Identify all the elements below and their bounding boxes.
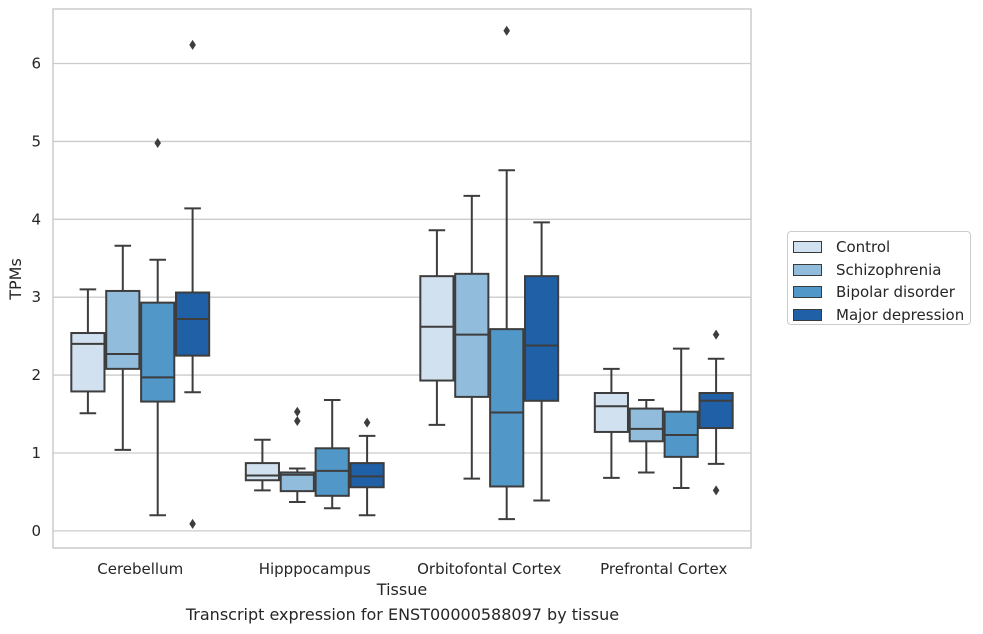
series-major-depression xyxy=(175,39,734,529)
outlier-point xyxy=(363,417,371,428)
legend-item: Control xyxy=(793,236,970,259)
series-control xyxy=(70,229,629,492)
box xyxy=(419,275,455,382)
outlier-point xyxy=(503,25,510,36)
legend-label: Major depression xyxy=(836,305,965,324)
y-tick-label: 5 xyxy=(31,132,41,150)
y-tick-label: 0 xyxy=(31,522,41,540)
box xyxy=(105,289,141,370)
legend-swatch xyxy=(793,286,822,299)
legend-swatch xyxy=(793,241,822,254)
box xyxy=(244,462,280,482)
outlier-point xyxy=(294,416,301,427)
series-bipolar-disorder xyxy=(140,25,699,521)
figure-caption: Transcript expression for ENST0000058809… xyxy=(185,605,620,624)
box xyxy=(70,332,106,393)
box xyxy=(524,275,560,402)
outlier-point xyxy=(712,485,720,496)
y-tick-label: 2 xyxy=(31,366,41,384)
box xyxy=(314,447,350,497)
box xyxy=(279,471,315,493)
y-gridlines xyxy=(53,62,751,532)
y-tick-label: 3 xyxy=(31,288,41,306)
x-tick-labels: Cerebellum Hipppocampus Orbitofontal Corte… xyxy=(97,560,727,578)
x-tick-label: Hipppocampus xyxy=(259,560,371,578)
y-axis-title: TPMs xyxy=(6,258,25,301)
box xyxy=(349,462,385,489)
series-schizophrenia xyxy=(105,194,664,504)
legend-label: Schizophrenia xyxy=(836,260,942,279)
plot-area xyxy=(52,8,752,549)
legend-swatch xyxy=(793,308,822,321)
box-series xyxy=(70,25,734,529)
legend-label: Control xyxy=(836,238,891,257)
y-tick-label: 6 xyxy=(31,55,41,73)
legend: Control Schizophrenia Bipolar disorder Majo… xyxy=(787,231,971,325)
outlier-point xyxy=(189,518,196,529)
outlier-point xyxy=(154,137,161,148)
y-tick-label: 1 xyxy=(31,444,41,462)
box xyxy=(593,391,629,433)
outlier-point xyxy=(189,39,196,50)
legend-item: Bipolar disorder xyxy=(793,281,970,304)
legend-item: Schizophrenia xyxy=(793,259,970,282)
box xyxy=(489,328,525,488)
x-axis-title: Tissue xyxy=(376,580,427,599)
y-tick-label: 4 xyxy=(31,210,41,228)
box xyxy=(140,301,176,403)
legend-item: Major depression xyxy=(793,304,970,327)
legend-label: Bipolar disorder xyxy=(836,283,955,302)
x-tick-label: Orbitofontal Cortex xyxy=(417,560,561,578)
x-tick-label: Cerebellum xyxy=(97,560,183,578)
outlier-point xyxy=(712,329,720,340)
x-tick-label: Prefrontal Cortex xyxy=(600,560,727,578)
box xyxy=(175,291,211,357)
box xyxy=(628,407,664,443)
outlier-point xyxy=(294,406,301,417)
legend-swatch xyxy=(793,263,822,276)
y-tick-labels: 0 1 2 3 4 5 6 xyxy=(31,55,41,540)
box xyxy=(698,391,734,430)
